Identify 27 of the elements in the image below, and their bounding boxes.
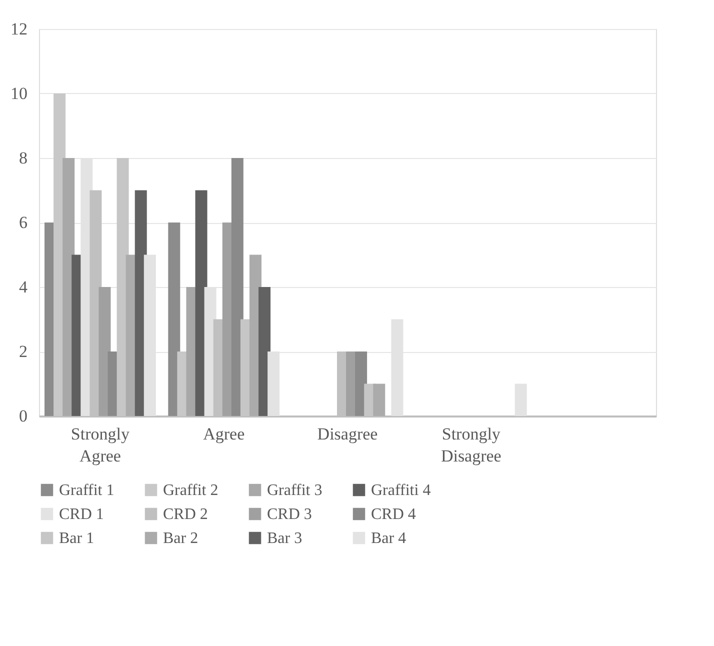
- legend-label: CRD 2: [163, 506, 208, 523]
- legend-label: Bar 2: [163, 530, 198, 547]
- legend-label: Graffit 3: [267, 482, 322, 499]
- bar: [373, 384, 386, 416]
- bar: [231, 158, 244, 416]
- legend-label: Graffit 2: [163, 482, 218, 499]
- y-tick-label: 4: [19, 278, 28, 296]
- legend-label: Graffiti 4: [371, 482, 431, 499]
- legend-label: CRD 3: [267, 506, 312, 523]
- y-tick-label: 8: [19, 148, 28, 168]
- y-tick-label: 12: [10, 20, 28, 38]
- legend-label: Graffit 1: [59, 482, 114, 499]
- x-tick-label: Strongly Disagree: [440, 424, 502, 466]
- y-tick-label: 10: [10, 84, 28, 103]
- x-tick-label: Strongly Agree: [70, 424, 130, 466]
- bar: [168, 222, 180, 416]
- legend-label: Bar 4: [371, 530, 406, 547]
- legend-label: Bar 1: [59, 530, 94, 547]
- x-tick-label: Agree: [203, 424, 245, 444]
- y-tick-label: 0: [19, 406, 28, 426]
- y-tick-label: 2: [19, 342, 28, 361]
- legend-label: CRD 1: [59, 506, 104, 523]
- legend-label: Bar 3: [267, 530, 302, 547]
- y-tick-label: 6: [19, 213, 28, 232]
- bar: [514, 384, 527, 416]
- x-tick-label: Disagree: [317, 424, 378, 444]
- legend-label: CRD 4: [371, 506, 416, 523]
